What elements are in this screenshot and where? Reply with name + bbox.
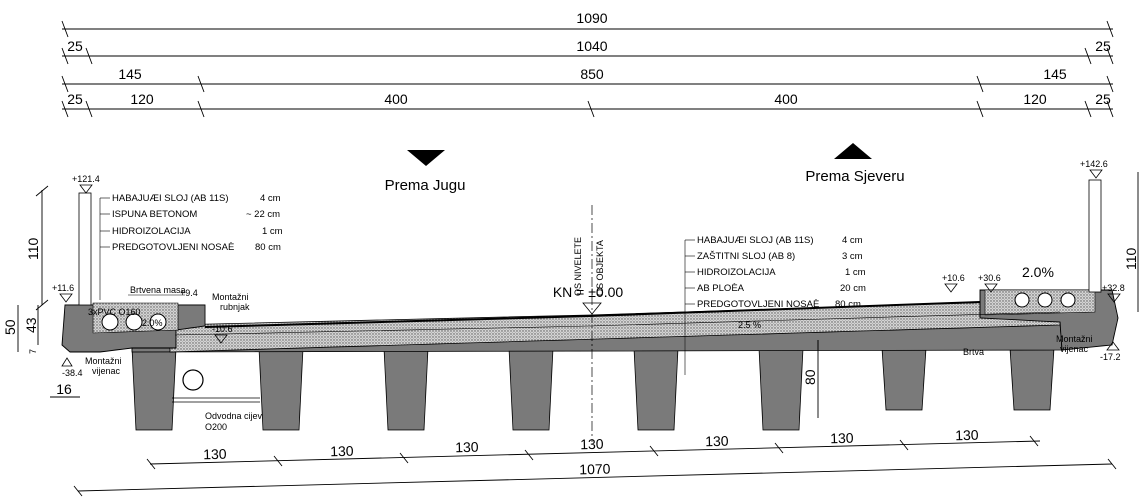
layer-right-2-name: ZAŠTITNI SLOJ (AB 8) [697, 251, 795, 262]
layer-left-1-name: HABAJUÆI SLOJ (AB 11S) [112, 193, 229, 204]
layer-left-3-value: 1 cm [262, 226, 283, 237]
dim-1090: 1090 [576, 10, 607, 26]
label-vijenac-right-2: vijenac [1060, 344, 1089, 354]
elev-left-top: +121.4 [72, 174, 100, 184]
label-brtvena-masa: Brtvena masa [130, 285, 186, 295]
elev-left-bottom: -38.4 [62, 368, 83, 378]
north-arrow-icon [834, 143, 872, 159]
dim-span-5: 130 [705, 433, 729, 450]
bottom-dimension-chains: 130 130 130 130 130 130 130 1070 [73, 427, 1117, 497]
dim-total-1070: 1070 [579, 461, 611, 478]
layer-left-1-value: 4 cm [260, 193, 281, 204]
dim-right-110: 110 [1123, 247, 1139, 270]
south-arrow-icon [407, 150, 445, 166]
dim-145-right: 145 [1043, 66, 1067, 82]
dim-25-l2: 25 [67, 91, 83, 107]
dim-400-right: 400 [774, 91, 798, 107]
dim-left-110: 110 [25, 237, 41, 260]
dim-850: 850 [580, 66, 604, 82]
elev-left-106: -10.6 [212, 324, 233, 334]
side-dimensions: 110 50 43 7 16 110 80 [2, 172, 1139, 418]
dim-25-r2: 25 [1095, 91, 1111, 107]
elev-right-top: +142.6 [1080, 159, 1108, 169]
dim-left-43: 43 [23, 317, 39, 333]
label-pvc: 3xPVC O160 [88, 307, 141, 317]
elev-left-cap: +11.6 [52, 283, 74, 293]
label-odvodna-1: Odvodna cijev [205, 411, 263, 421]
layer-right-3-name: HIDROIZOLACIJA [697, 267, 776, 278]
layer-right-4-name: AB PLOÈA [697, 283, 745, 294]
axis-label-nivelete: OS NIVELETE [573, 237, 583, 296]
label-odvodna-2: O200 [205, 422, 227, 432]
layer-right-5-value: 80 cm [835, 299, 861, 310]
layers-left: HABAJUÆI SLOJ (AB 11S) 4 cm ISPUNA BETON… [99, 193, 283, 300]
layer-left-3-name: HIDROIZOLACIJA [112, 226, 191, 237]
layer-right-1-name: HABAJUÆI SLOJ (AB 11S) [697, 235, 814, 246]
dim-span-2: 130 [330, 443, 354, 460]
dim-span-6: 130 [830, 430, 854, 447]
kn-marker-icon [582, 302, 602, 315]
elev-right-328: +32.8 [1102, 283, 1125, 293]
layer-right-3-value: 1 cm [845, 267, 866, 278]
layer-right-4-value: 20 cm [840, 283, 866, 294]
dim-span-3: 130 [455, 439, 479, 456]
elev-right-106: +10.6 [942, 273, 965, 283]
dim-120-left: 120 [130, 91, 154, 107]
layer-left-2-name: ISPUNA BETONOM [112, 209, 197, 220]
layers-right: HABAJUÆI SLOJ (AB 11S) 4 cm ZAŠTITNI SLO… [684, 235, 866, 375]
dim-120-right: 120 [1023, 91, 1047, 107]
label-montazni-rubnjak-1: Montažni [212, 292, 249, 302]
top-dimension-chains: 1090 25 1040 25 145 850 145 25 120 400 4… [61, 10, 1114, 118]
label-vijenac-left-1: Montažni [85, 356, 122, 366]
slope-deck: 2.5 % [738, 320, 761, 330]
dim-25-right: 25 [1095, 38, 1111, 54]
direction-north: Prema Sjeveru [805, 168, 904, 185]
dim-left-7: 7 [28, 349, 38, 354]
direction-south: Prema Jugu [385, 177, 466, 194]
deck-structure [61, 179, 1119, 431]
dim-400-left: 400 [384, 91, 408, 107]
slope-left: 2.0% [142, 318, 163, 328]
dim-25-left: 25 [67, 38, 83, 54]
layer-left-4-value: 80 cm [255, 242, 281, 253]
label-montazni-rubnjak-2: rubnjak [220, 302, 250, 312]
elev-right-306: +30.6 [978, 273, 1001, 283]
kn-label: KN = ±0.00 [553, 284, 624, 300]
elevation-markers: +121.4 +11.6 +9.4 -10.6 -38.4 +142.6 +32… [52, 159, 1125, 378]
layer-right-5-name: PREDGOTOVLJENI NOSAÈ [697, 299, 819, 310]
layer-right-2-value: 3 cm [842, 251, 863, 262]
dim-left-50: 50 [2, 319, 18, 335]
dim-1040: 1040 [576, 38, 607, 54]
dim-span-4: 130 [580, 436, 604, 453]
layer-right-1-value: 4 cm [842, 235, 863, 246]
label-vijenac-left-2: vijenac [92, 366, 121, 376]
elev-right-bottom: -17.2 [1100, 352, 1121, 362]
label-brtva: Brtva [963, 347, 984, 357]
dim-span-7: 130 [955, 427, 979, 444]
dim-left-16: 16 [56, 381, 72, 397]
layer-left-2-value: ~ 22 cm [246, 209, 280, 220]
dim-145-left: 145 [118, 66, 142, 82]
label-vijenac-right-1: Montažni [1056, 334, 1093, 344]
dim-right-80: 80 [802, 369, 818, 385]
axis-label-objekta: OS OBJEKTA [595, 240, 605, 296]
dim-span-1: 130 [203, 446, 227, 463]
slope-right: 2.0% [1022, 264, 1054, 280]
layer-left-4-name: PREDGOTOVLJENI NOSAÈ [112, 242, 234, 253]
elev-left-94: +9.4 [180, 288, 198, 298]
